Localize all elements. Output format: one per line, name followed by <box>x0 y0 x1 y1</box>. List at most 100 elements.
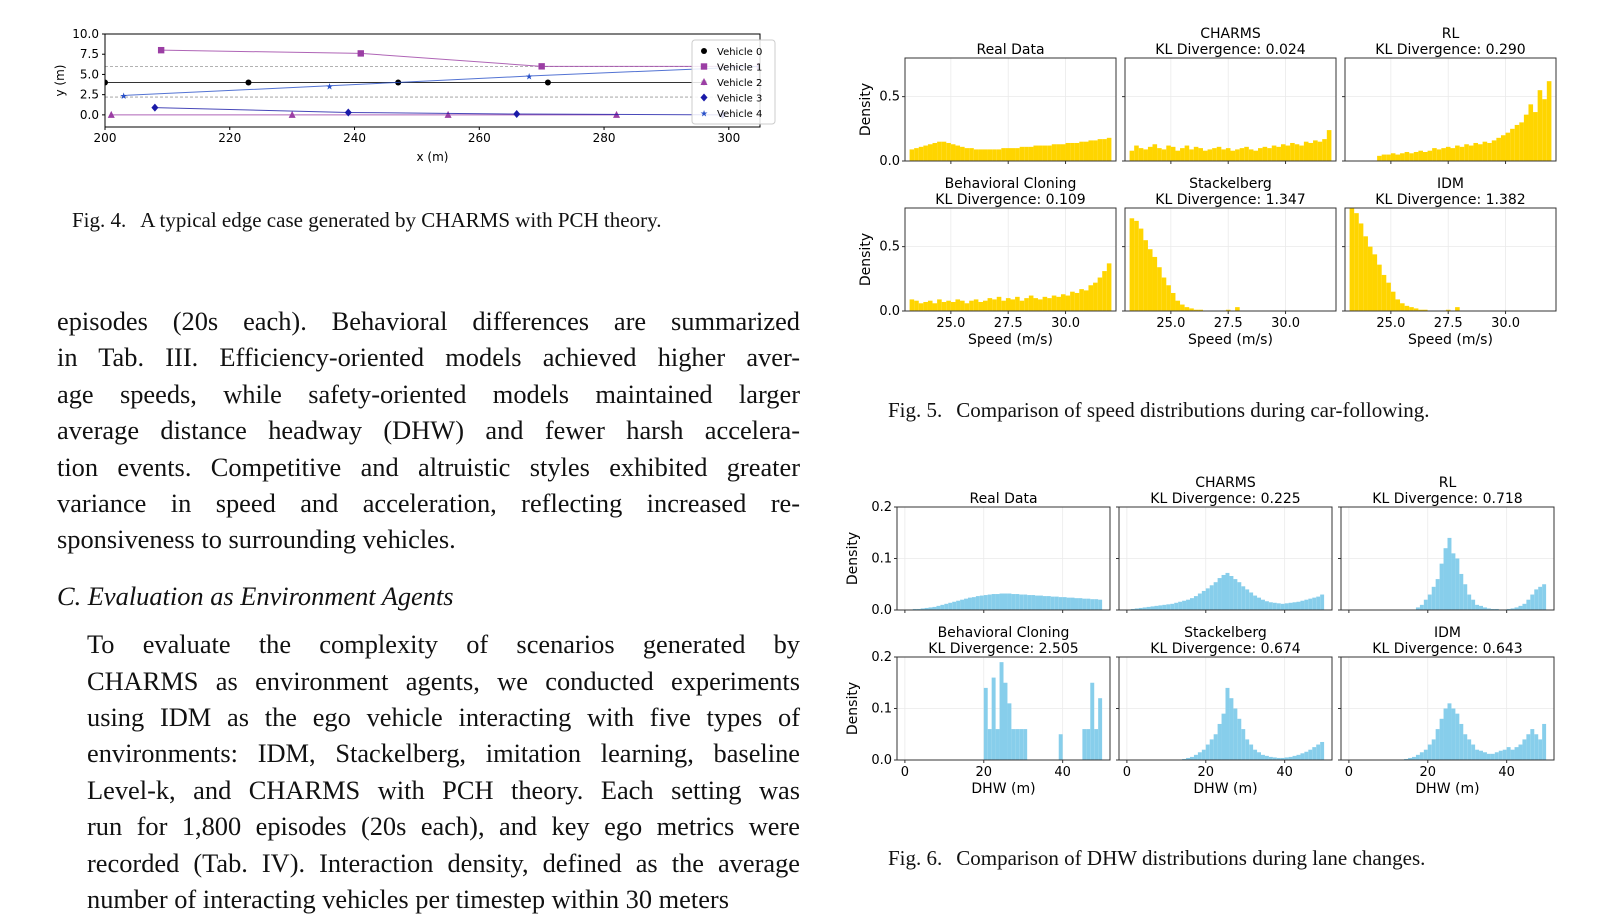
histogram-bar <box>1528 104 1534 161</box>
histogram-bar <box>1178 601 1183 610</box>
histogram-bar <box>1526 599 1531 610</box>
histogram-bar <box>1533 112 1538 161</box>
histogram-bar <box>952 601 957 610</box>
histogram-bar <box>1225 148 1231 161</box>
histogram-bar <box>1198 148 1203 161</box>
figure-6-caption-text: Comparison of DHW distributions during l… <box>956 846 1426 870</box>
vehicle-marker: ★ <box>525 73 533 83</box>
histogram-bar <box>1468 145 1474 161</box>
figure-5-caption-text: Comparison of speed distributions during… <box>956 398 1430 422</box>
histogram-bar <box>1267 148 1272 161</box>
histogram-bar <box>1245 739 1250 760</box>
vehicle-marker <box>544 79 551 86</box>
vehicle-marker <box>344 108 352 117</box>
histogram-bar <box>983 687 988 760</box>
histogram-bar <box>1060 144 1066 161</box>
text-line: number of interacting vehicles per times… <box>87 884 729 915</box>
histogram-bar <box>1058 597 1063 610</box>
x-tick-label: 220 <box>218 131 241 145</box>
histogram-bar <box>1404 151 1410 161</box>
histogram-bar <box>1143 240 1148 311</box>
histogram-bar <box>1253 749 1258 760</box>
panel-kl-divergence: KL Divergence: 0.024 <box>1155 42 1306 58</box>
histogram-bar <box>1197 752 1202 760</box>
histogram-bar <box>1280 757 1285 760</box>
vehicle-marker <box>157 46 165 54</box>
figure-4-caption-label: Fig. 4. <box>72 208 127 232</box>
histogram-bar <box>1377 155 1382 161</box>
histogram-bar <box>1193 146 1199 161</box>
histogram-bar <box>1479 605 1483 610</box>
histogram-bar <box>1245 589 1250 610</box>
histogram-bar <box>927 300 933 311</box>
histogram-bar <box>1304 751 1309 760</box>
vehicle-marker <box>701 48 707 54</box>
histogram-bar <box>1230 150 1236 161</box>
x-tick-label: 30.0 <box>1271 316 1300 331</box>
text-line: recorded (Tab. IV). Interaction density,… <box>87 847 800 878</box>
histogram-bar <box>1090 682 1095 760</box>
x-tick-label: 20 <box>1198 765 1215 780</box>
histogram-bar <box>1435 579 1440 610</box>
histogram-bar <box>918 146 924 161</box>
histogram-bar <box>1487 142 1492 161</box>
histogram-bar <box>1320 741 1325 760</box>
histogram-bar <box>932 303 938 311</box>
histogram-bar <box>1023 594 1028 610</box>
histogram-bar <box>1326 130 1332 161</box>
x-tick-label: 200 <box>94 131 117 145</box>
histogram-bar <box>1079 289 1084 311</box>
panel-frame <box>1124 57 1337 162</box>
histogram-bar <box>1377 264 1382 311</box>
x-axis-label: DHW (m) <box>1193 781 1257 797</box>
x-tick-label: 40 <box>1276 765 1293 780</box>
histogram-bar <box>1094 729 1099 760</box>
vehicle-marker <box>245 79 252 86</box>
histogram-bar <box>1455 558 1460 610</box>
panel-title: IDM <box>1434 625 1461 641</box>
histogram-bar <box>960 599 965 610</box>
histogram-bar <box>964 148 970 161</box>
x-tick-label: 20 <box>976 765 993 780</box>
histogram-bar <box>1088 140 1094 161</box>
y-axis-label: Density <box>858 83 874 136</box>
y-tick-label: 10.0 <box>72 27 99 41</box>
histogram-bar <box>1202 150 1208 161</box>
histogram-bar <box>982 300 988 311</box>
histogram-bar <box>1038 299 1043 311</box>
legend-label: Vehicle 4 <box>717 109 762 120</box>
histogram-bar <box>1455 713 1460 760</box>
histogram-bar <box>1288 602 1293 610</box>
histogram-bar <box>1447 537 1452 610</box>
panel-title: Real Data <box>976 42 1044 58</box>
histogram-bar <box>1490 608 1495 610</box>
histogram-bar <box>1518 605 1523 610</box>
panel-kl-divergence: KL Divergence: 2.505 <box>928 641 1078 657</box>
histogram-bar <box>1514 607 1519 610</box>
histogram-bar <box>950 144 956 161</box>
histogram-bar <box>1290 142 1295 161</box>
text-line: episodes (20s each). Behavioral differen… <box>57 306 800 336</box>
text-line: Level-k, and CHARMS with PCH theory. Eac… <box>87 774 800 805</box>
y-tick-label: 0.2 <box>871 650 892 665</box>
histogram-bar <box>1028 146 1034 161</box>
paragraph-results: episodes (20s each). Behavioral differen… <box>57 303 800 558</box>
histogram-bar <box>1542 584 1547 610</box>
histogram-bar <box>1106 263 1112 311</box>
histogram-bar <box>1257 752 1261 760</box>
x-tick-label: 25.0 <box>936 316 965 331</box>
histogram-bar <box>991 594 996 610</box>
histogram-bar <box>936 605 941 610</box>
x-tick-label: 30.0 <box>1051 316 1080 331</box>
histogram-bar <box>1292 755 1297 760</box>
histogram-bar <box>1408 757 1412 760</box>
vehicle-marker: ★ <box>326 82 334 92</box>
vehicle-marker: ★ <box>700 110 708 120</box>
histogram-bar <box>1304 599 1309 610</box>
x-tick-label: 260 <box>468 131 491 145</box>
histogram-bar <box>946 142 951 161</box>
histogram-bar <box>1303 141 1309 161</box>
histogram-bar <box>973 299 979 311</box>
panel-frame <box>1344 57 1557 162</box>
